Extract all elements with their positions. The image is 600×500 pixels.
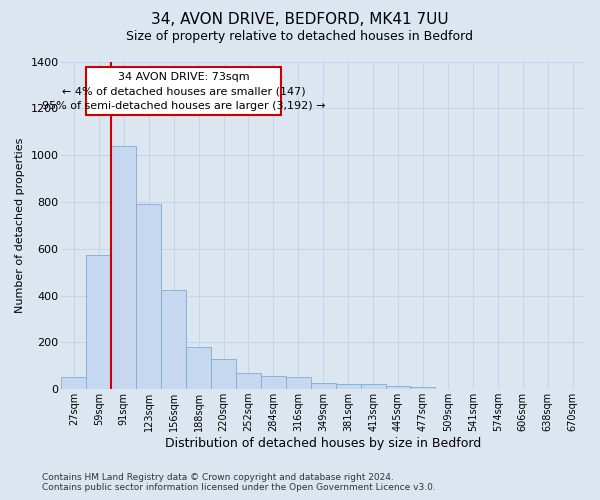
Bar xyxy=(335,384,361,389)
Y-axis label: Number of detached properties: Number of detached properties xyxy=(15,138,25,313)
Bar xyxy=(311,382,335,389)
Bar xyxy=(136,204,161,389)
Bar xyxy=(112,146,136,389)
X-axis label: Distribution of detached houses by size in Bedford: Distribution of detached houses by size … xyxy=(165,437,481,450)
FancyBboxPatch shape xyxy=(86,68,281,116)
Bar xyxy=(236,374,261,389)
Bar xyxy=(361,384,386,389)
Bar xyxy=(211,358,236,389)
Text: Contains HM Land Registry data © Crown copyright and database right 2024.
Contai: Contains HM Land Registry data © Crown c… xyxy=(42,473,436,492)
Text: 34 AVON DRIVE: 73sqm
← 4% of detached houses are smaller (147)
95% of semi-detac: 34 AVON DRIVE: 73sqm ← 4% of detached ho… xyxy=(42,72,325,111)
Bar xyxy=(261,376,286,389)
Bar xyxy=(286,378,311,389)
Text: 34, AVON DRIVE, BEDFORD, MK41 7UU: 34, AVON DRIVE, BEDFORD, MK41 7UU xyxy=(151,12,449,28)
Bar xyxy=(161,290,186,389)
Bar xyxy=(61,378,86,389)
Text: Size of property relative to detached houses in Bedford: Size of property relative to detached ho… xyxy=(127,30,473,43)
Bar xyxy=(186,347,211,389)
Bar xyxy=(86,254,112,389)
Bar xyxy=(410,388,436,389)
Bar xyxy=(386,386,410,389)
